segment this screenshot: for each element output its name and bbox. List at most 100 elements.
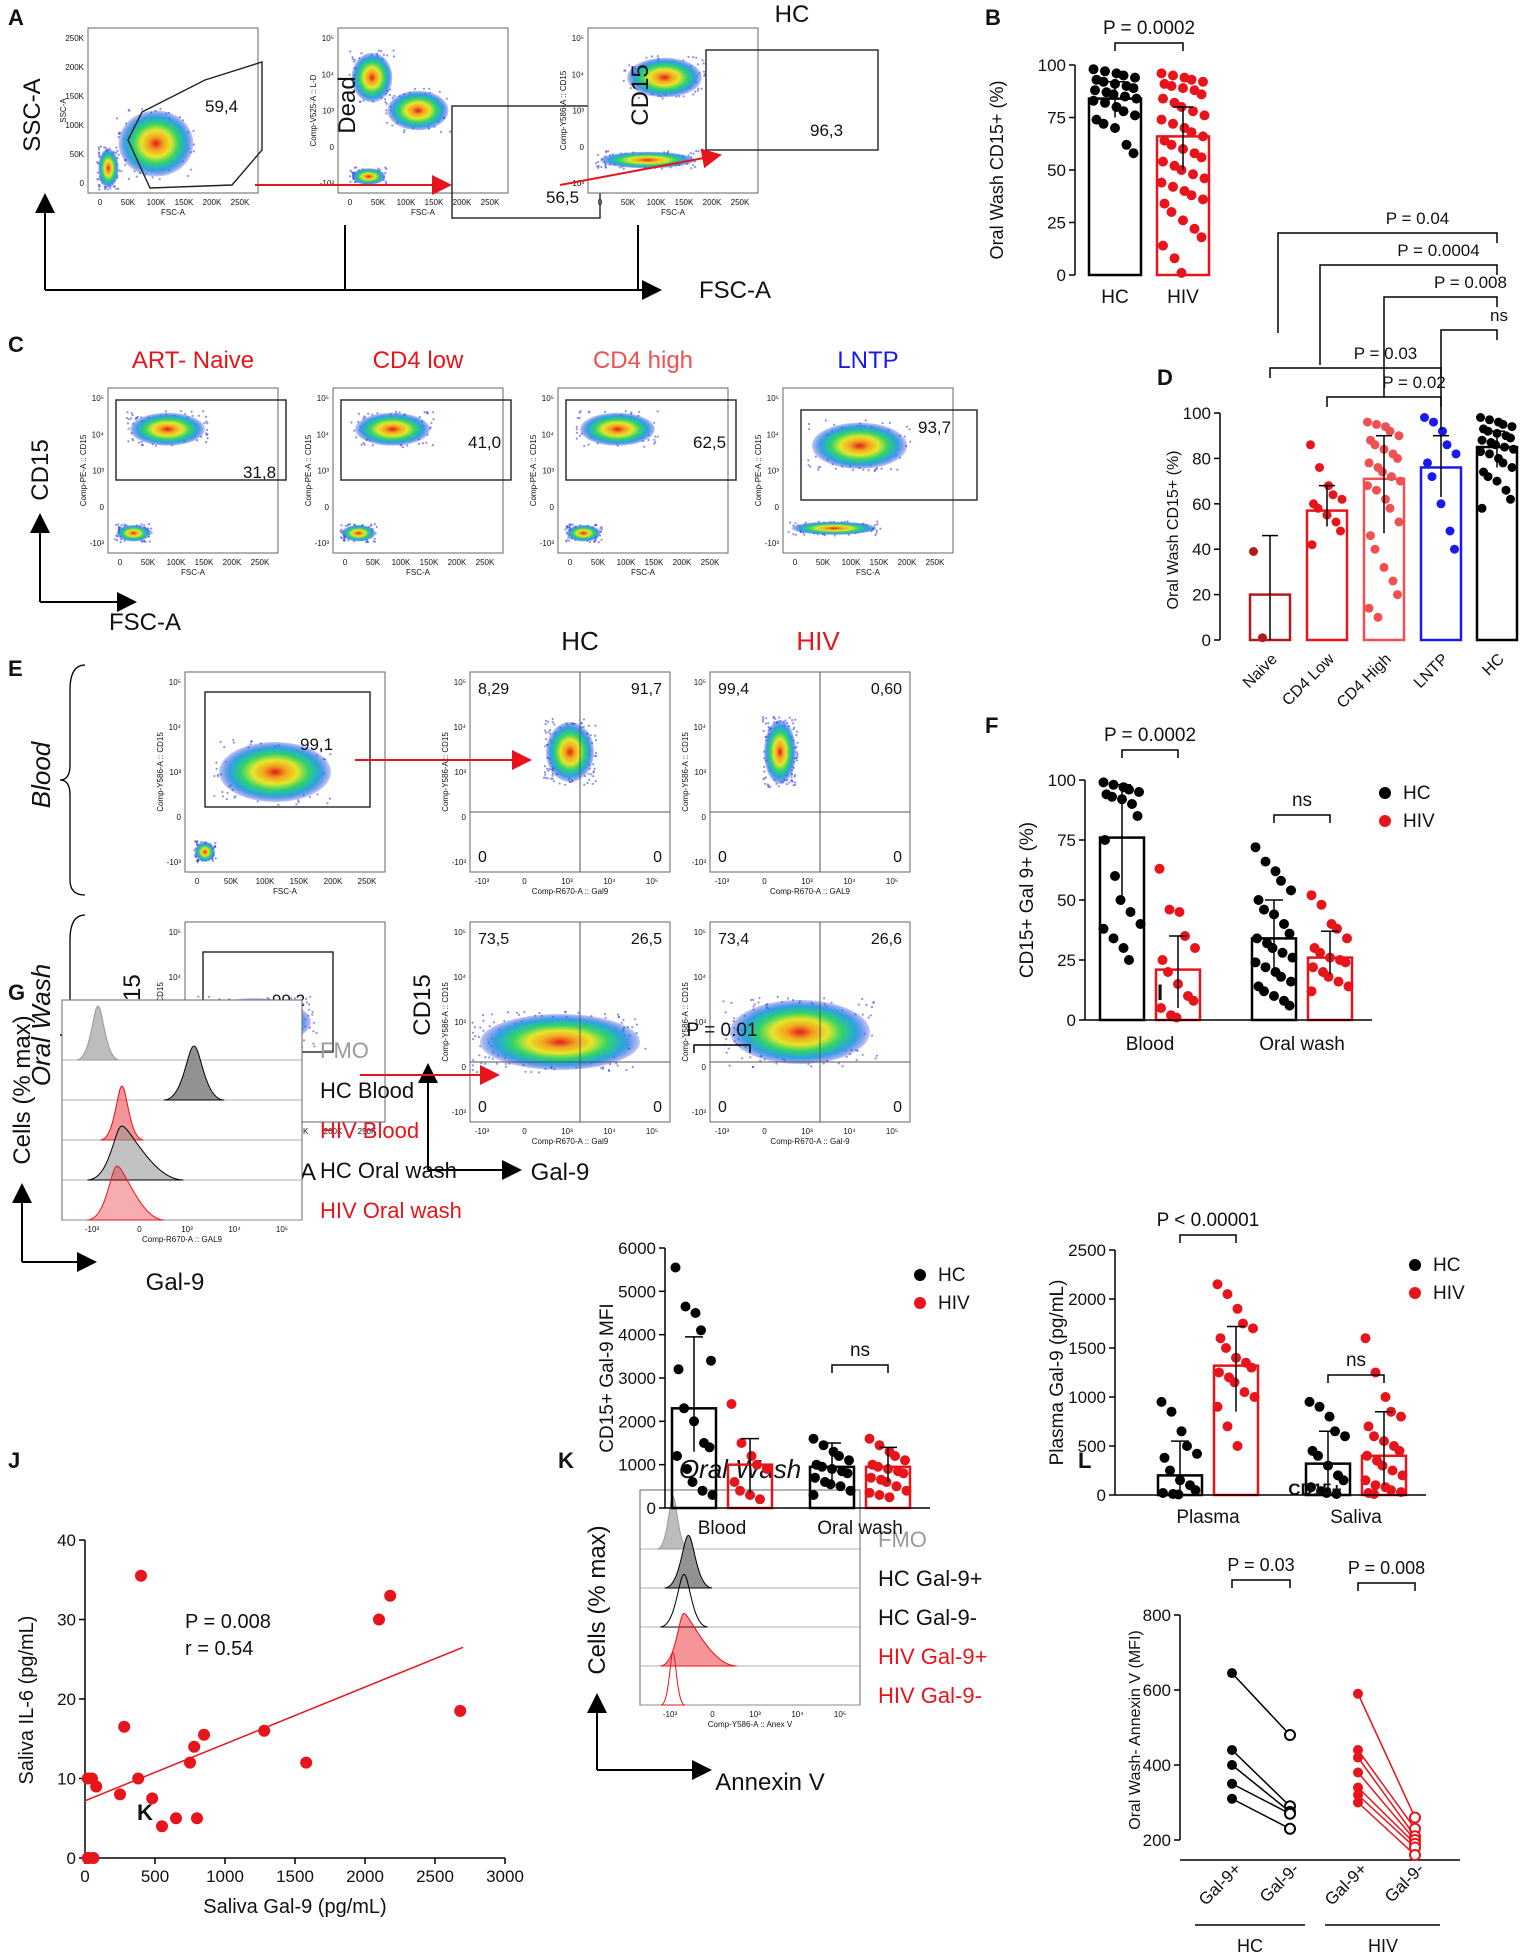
x-tick-label: 200K bbox=[673, 558, 692, 567]
flow-event-dot bbox=[471, 1068, 474, 1072]
flow-event-dot bbox=[363, 443, 366, 446]
y-tick-label: 6000 bbox=[618, 1239, 656, 1258]
y-tick-label: 50 bbox=[1057, 891, 1076, 910]
data-point bbox=[1477, 435, 1487, 445]
x-tick-label: 200K bbox=[223, 558, 242, 567]
y-tick-label: 0 bbox=[80, 179, 85, 188]
x-tick-label: 250K bbox=[701, 558, 720, 567]
y-tick-label: 20 bbox=[57, 1690, 76, 1709]
y-tick-label: 10⁵ bbox=[169, 678, 181, 687]
x-tick-label: 250K bbox=[251, 558, 270, 567]
flow-event-dot bbox=[807, 422, 811, 426]
flow-event-dot bbox=[311, 1013, 314, 1016]
data-point bbox=[1166, 1406, 1177, 1417]
flow-event-dot bbox=[386, 54, 389, 57]
significance-label: ns bbox=[1346, 1350, 1366, 1371]
flow-event-dot bbox=[445, 97, 448, 100]
flow-event-dot bbox=[888, 421, 892, 424]
flow-event-dot bbox=[113, 538, 116, 541]
flow-event-dot bbox=[350, 171, 354, 174]
x-tick-label: 0 bbox=[598, 198, 603, 207]
y-tick-label: 2000 bbox=[1068, 1290, 1106, 1309]
flow-event-dot bbox=[583, 783, 586, 786]
data-point bbox=[1088, 95, 1099, 106]
y-tick-label: 10⁵ bbox=[317, 394, 329, 403]
flow-event-dot bbox=[234, 795, 237, 798]
panel-b-chart: 0 25 50 75 100 HC HIV P = 0.0002 Oral Wash CD15+… bbox=[987, 18, 1211, 308]
flow-event-dot bbox=[547, 720, 550, 723]
flow-event-dot bbox=[795, 751, 798, 754]
flow-event-dot bbox=[432, 411, 435, 414]
data-point bbox=[1342, 933, 1352, 944]
x-tick-label: 10³ bbox=[561, 1127, 573, 1136]
data-point bbox=[1306, 890, 1317, 901]
data-point bbox=[1450, 544, 1459, 554]
paired-point bbox=[1353, 1767, 1363, 1778]
y-tick-label: 25 bbox=[1047, 214, 1066, 233]
flow-event-dot bbox=[616, 1064, 619, 1067]
data-point bbox=[1156, 68, 1167, 79]
legend-label: HIV bbox=[1403, 811, 1435, 832]
significance-bracket bbox=[1277, 232, 1498, 333]
x-tick-label: 150K bbox=[645, 558, 664, 567]
data-point bbox=[1098, 118, 1109, 129]
data-point bbox=[1259, 986, 1269, 997]
flow-event-dot bbox=[724, 1011, 727, 1014]
flow-event-dot bbox=[728, 1064, 731, 1067]
data-point bbox=[1396, 1411, 1406, 1422]
data-point bbox=[696, 1325, 706, 1336]
flow-event-dot bbox=[353, 166, 356, 169]
y-tick-label: 10³ bbox=[694, 768, 706, 777]
data-point bbox=[890, 1451, 900, 1461]
flow-event-dot bbox=[733, 1017, 736, 1020]
y-tick-label: 10 bbox=[57, 1770, 76, 1789]
y-tick-label: 200 bbox=[1143, 1831, 1171, 1850]
flow-event-dot bbox=[762, 716, 765, 719]
flow-event-dot bbox=[503, 1019, 506, 1022]
x-tick-label: 150K bbox=[870, 558, 889, 567]
y-tick-label: 10⁵ bbox=[169, 928, 181, 937]
flow-event-dot bbox=[695, 150, 698, 153]
data-point bbox=[1485, 449, 1494, 459]
flow-event-dot bbox=[762, 729, 765, 733]
data-point bbox=[1229, 1377, 1240, 1388]
y-tick-label: 10⁴ bbox=[694, 973, 707, 982]
flow-event-dot bbox=[730, 1001, 733, 1005]
histogram-legend-label: HIV Gal-9+ bbox=[878, 1644, 987, 1669]
data-point bbox=[1178, 83, 1188, 94]
x-tick-label: 3000 bbox=[486, 1867, 524, 1886]
y-tick-label: -10³ bbox=[570, 179, 585, 188]
flow-event-dot bbox=[784, 719, 787, 722]
data-point bbox=[1130, 72, 1140, 83]
x-tick-label: 150K bbox=[290, 877, 309, 886]
x-axis-label: Comp-R670-A :: Gal9 bbox=[532, 1137, 609, 1146]
flow-event-dot bbox=[875, 529, 879, 532]
flow-event-dot bbox=[360, 443, 363, 446]
flow-event-dot bbox=[757, 1001, 760, 1004]
y-tick-label: 75 bbox=[1047, 109, 1066, 128]
flow-event-dot bbox=[205, 441, 208, 444]
density-blob bbox=[116, 524, 151, 542]
flow-event-dot bbox=[488, 1056, 491, 1059]
significance-label: P = 0.03 bbox=[1227, 1555, 1294, 1575]
flow-event-dot bbox=[439, 131, 442, 134]
paired-point bbox=[1284, 1729, 1296, 1741]
flow-event-dot bbox=[817, 466, 820, 469]
flow-event-dot bbox=[484, 1056, 487, 1059]
histogram-legend-label: HIV Oral wash bbox=[320, 1198, 462, 1223]
flow-event-dot bbox=[623, 69, 626, 72]
flow-event-dot bbox=[192, 150, 196, 153]
flow-event-dot bbox=[654, 435, 657, 438]
y-tick-label: 0 bbox=[67, 1849, 76, 1868]
data-point bbox=[752, 1459, 762, 1470]
flow-event-dot bbox=[896, 468, 899, 471]
panel-c-plot-title: ART- Naive bbox=[132, 347, 254, 374]
x-tick-label: 10⁵ bbox=[834, 1710, 846, 1719]
flow-event-dot bbox=[353, 58, 356, 62]
data-point bbox=[1386, 1485, 1396, 1496]
legend-marker bbox=[914, 1297, 926, 1309]
flow-event-dot bbox=[480, 1062, 483, 1065]
data-point bbox=[1134, 787, 1144, 797]
flow-event-dot bbox=[630, 411, 633, 414]
flow-event-dot bbox=[656, 55, 659, 58]
